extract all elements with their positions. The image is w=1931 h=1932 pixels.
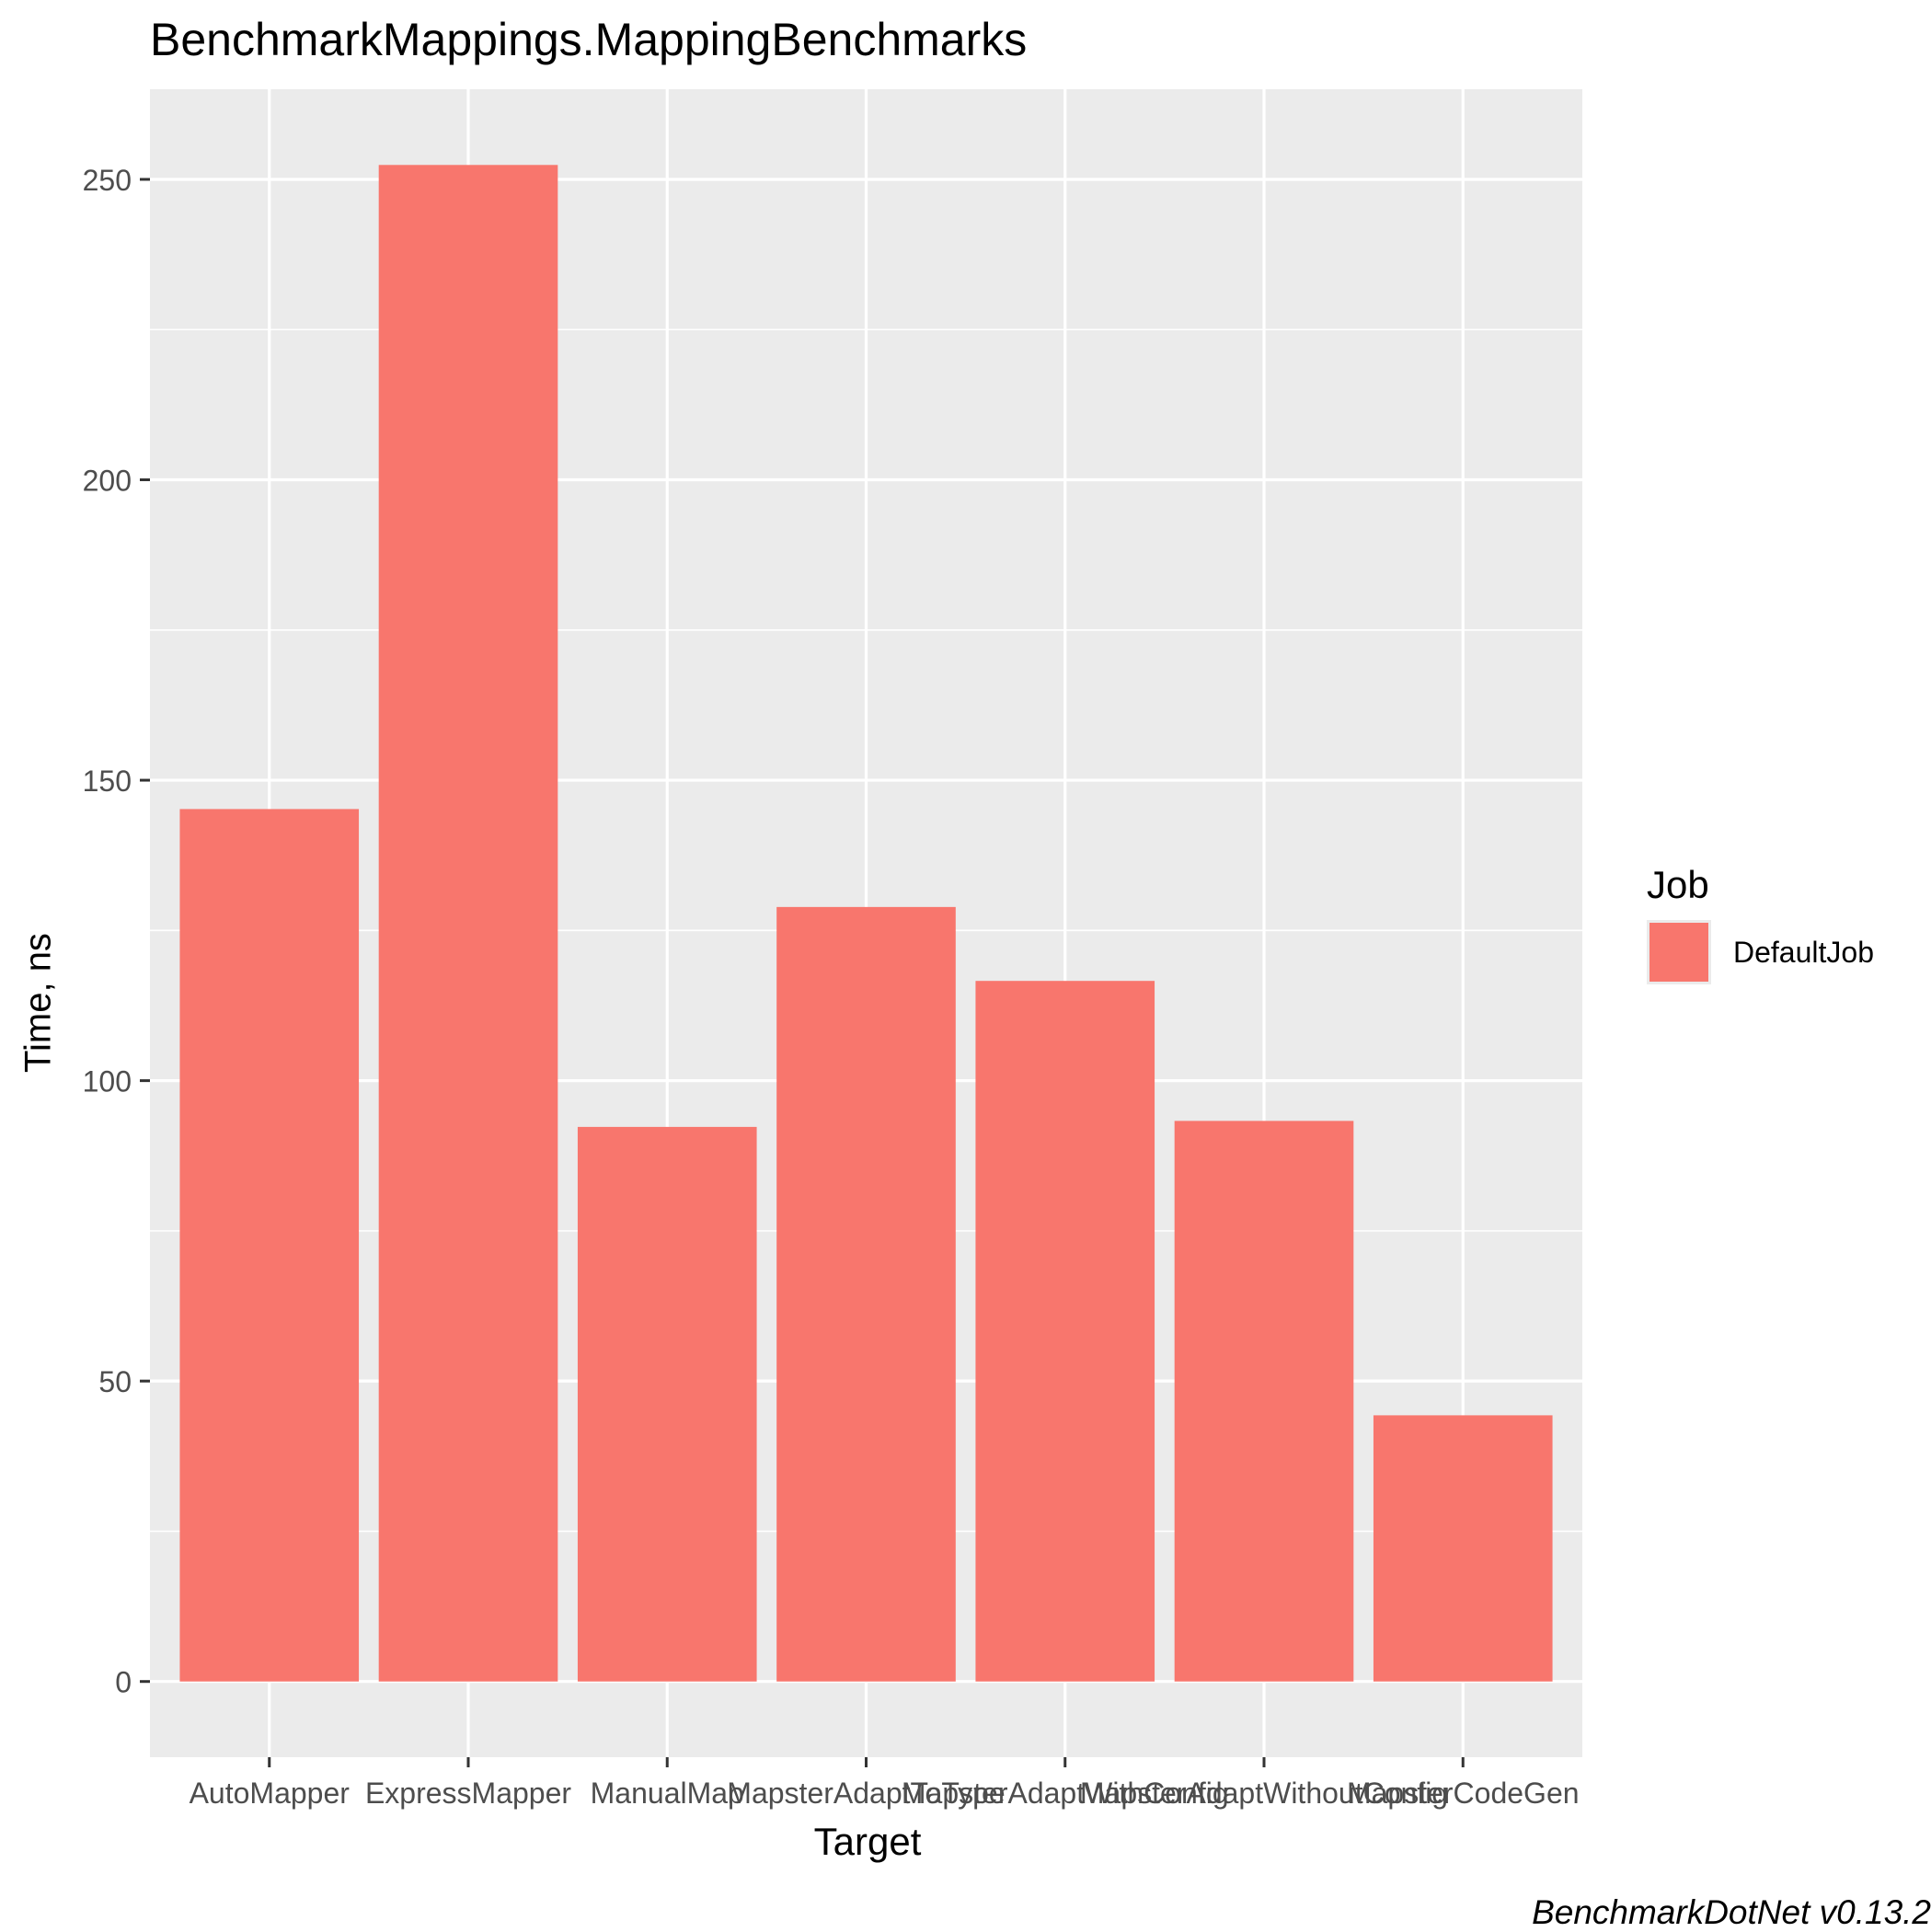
legend-label: DefaultJob [1733,935,1874,969]
bar-mapsteradaptwithconfig [975,981,1155,1682]
x-tick-label: ManualMap [591,1777,744,1810]
y-tick-label: 150 [83,765,132,798]
chart-title: BenchmarkMappings.MappingBenchmarks [150,14,1028,65]
x-tick-label: ExpressMapper [365,1777,571,1810]
bar-expressmapper [378,165,558,1682]
y-tick-label: 100 [83,1065,132,1098]
y-axis: 0 50 100 150 200 250 [83,164,150,1699]
y-tick-label: 200 [83,465,132,498]
bar-mapsteradaptwithoutconfig [1174,1121,1354,1682]
x-tick-label: MapsterCodeGen [1347,1777,1580,1810]
bar-mapstercodegen [1373,1415,1553,1682]
y-tick-label: 50 [98,1365,132,1398]
legend: Job DefaultJob [1647,863,1874,984]
x-axis-label: Target [813,1820,922,1863]
y-tick-label: 0 [115,1666,132,1699]
bar-mapsteradapttotype [776,906,956,1682]
legend-title: Job [1647,863,1709,906]
bars [179,165,1553,1682]
x-tick-label: MapsterAdaptWithConfig [902,1777,1229,1810]
x-tick-label: MapsterAdaptToType [727,1777,1005,1810]
x-axis: AutoMapper ExpressMapper ManualMapMapsterA… [190,1757,1580,1810]
bar-automapper [179,809,360,1682]
x-tick-label: MapsterAdaptWithoutConfig [1080,1777,1448,1810]
y-axis-label: Time, ns [17,933,59,1073]
legend-swatch [1647,920,1711,984]
y-tick-label: 250 [83,164,132,197]
legend-item-defaultjob: DefaultJob [1647,920,1874,984]
x-tick-label: AutoMapper [190,1777,351,1810]
bar-manualmap [577,1126,757,1682]
footer-caption: BenchmarkDotNet v0.13.2 [1532,1893,1931,1931]
